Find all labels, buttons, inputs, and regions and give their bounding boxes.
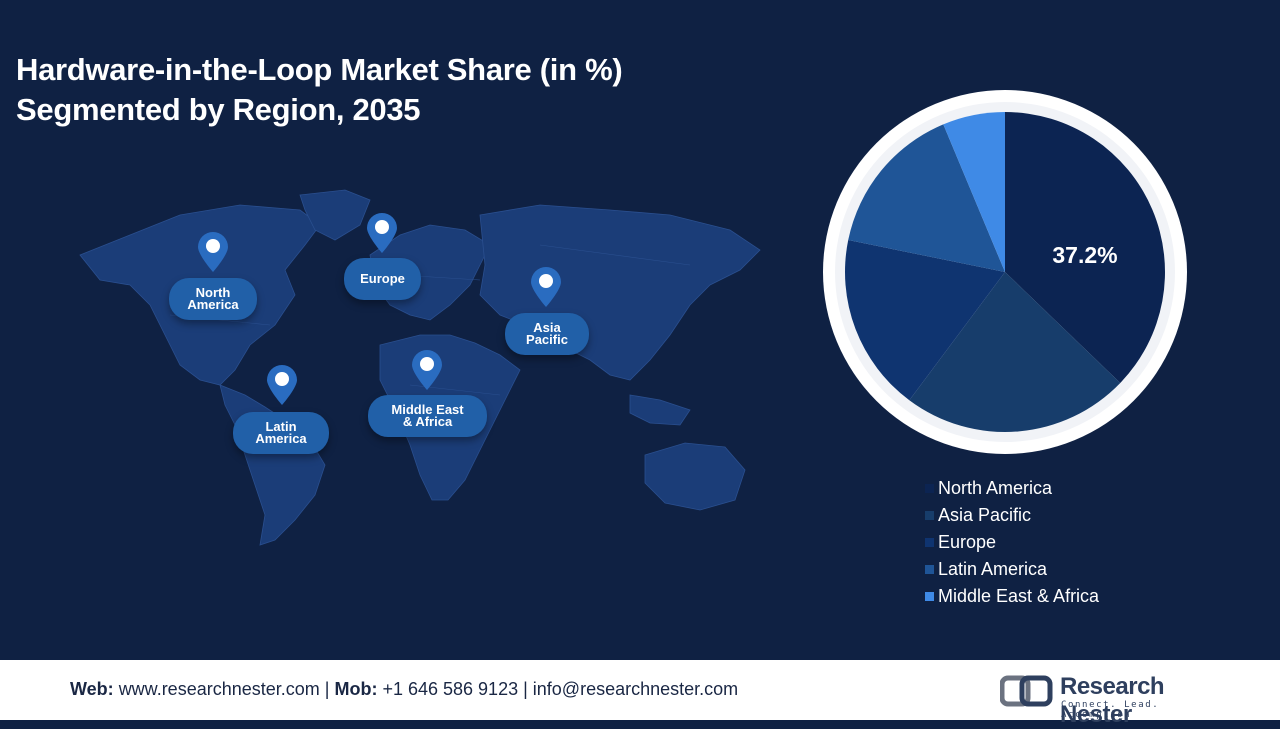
web-link[interactable]: www.researchnester.com [118,679,320,699]
pie-chart [820,90,1190,455]
legend-swatch [925,565,934,574]
legend-swatch [925,592,934,601]
legend-item: Latin America [925,556,1099,583]
region-label-text: Europe [360,271,405,286]
region-label-europe: Europe [344,258,421,300]
pin-europe-icon [365,212,399,254]
contact-info: Web: www.researchnester.com | Mob: +1 646 … [70,679,738,700]
region-label-north-america: North America [169,278,257,320]
region-label-asia-pacific: Asia Pacific [505,313,589,355]
pie-slice-europe [845,240,1005,401]
legend-label: North America [938,478,1053,498]
pie-slice-asia-pacific [909,272,1121,433]
legend-swatch [925,484,934,493]
region-label-latin-america: Latin America [233,412,329,454]
pin-north-america-icon [196,231,230,273]
legend-label: Middle East & Africa [938,586,1100,606]
pie-slice-label-north-america: 37.2% [1052,242,1118,268]
legend-swatch [925,511,934,520]
chart-title: Hardware-in-the-Loop Market Share (in %)… [16,50,623,130]
pie-slices [845,112,1165,433]
legend-swatch [925,538,934,547]
pin-middle-east-africa-icon [410,349,444,391]
region-label-text: Asia [533,320,561,335]
chart-title-line-2: Segmented by Region, 2035 [16,92,421,127]
region-label-text: & Africa [402,414,453,429]
pie-slice-middle-east-africa [943,112,1005,272]
separator: | [523,679,528,699]
pie-slice-north-america [1005,112,1165,383]
legend-label: Latin America [938,559,1048,579]
pie-slice-latin-america [848,124,1005,272]
email-link[interactable]: info@researchnester.com [532,679,739,699]
region-label-middle-east-africa: Middle East & Africa [368,395,487,437]
region-label-text: Pacific [526,332,568,347]
legend-label: Asia Pacific [938,505,1032,525]
region-label-text: North [195,285,231,300]
region-label-text: America [187,297,239,312]
region-label-text: America [255,431,307,446]
region-label-text: Latin [265,419,297,434]
region-label-text: Middle East [391,402,464,417]
chart-title-line-1: Hardware-in-the-Loop Market Share (in %) [16,52,623,87]
pin-latin-america-icon [265,364,299,406]
separator: | [324,679,330,699]
pin-asia-pacific-icon [529,266,563,308]
logo-mark-icon [1000,675,1053,707]
logo-tagline: Connect. Lead. Accomplish [1061,700,1160,720]
legend-item: Asia Pacific [925,502,1099,529]
footer: Web: www.researchnester.com | Mob: +1 646 … [0,660,1280,728]
phone-number[interactable]: +1 646 586 9123 [382,679,519,699]
legend: North America Asia Pacific Europe Latin … [925,475,1099,610]
legend-item: North America [925,475,1099,502]
web-label: Web: [70,679,114,699]
legend-label: Europe [938,532,997,552]
legend-item: Middle East & Africa [925,583,1099,610]
pie-chart-svg [823,90,1187,454]
research-nester-logo[interactable]: Research Nester Connect. Lead. Accomplis… [1000,672,1230,728]
mob-label: Mob: [334,679,378,699]
legend-item: Europe [925,529,1099,556]
